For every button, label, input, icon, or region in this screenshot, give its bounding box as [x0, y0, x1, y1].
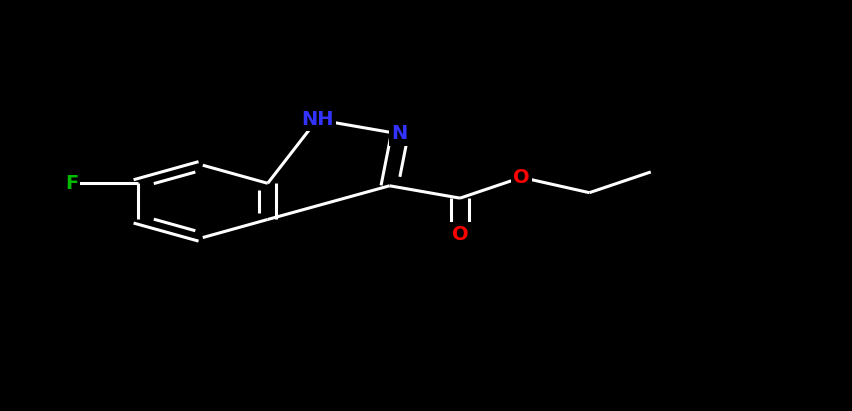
Text: F: F [65, 174, 78, 193]
Text: O: O [452, 225, 469, 244]
Text: NH: NH [301, 110, 333, 129]
Text: O: O [513, 168, 530, 187]
Text: N: N [392, 125, 408, 143]
